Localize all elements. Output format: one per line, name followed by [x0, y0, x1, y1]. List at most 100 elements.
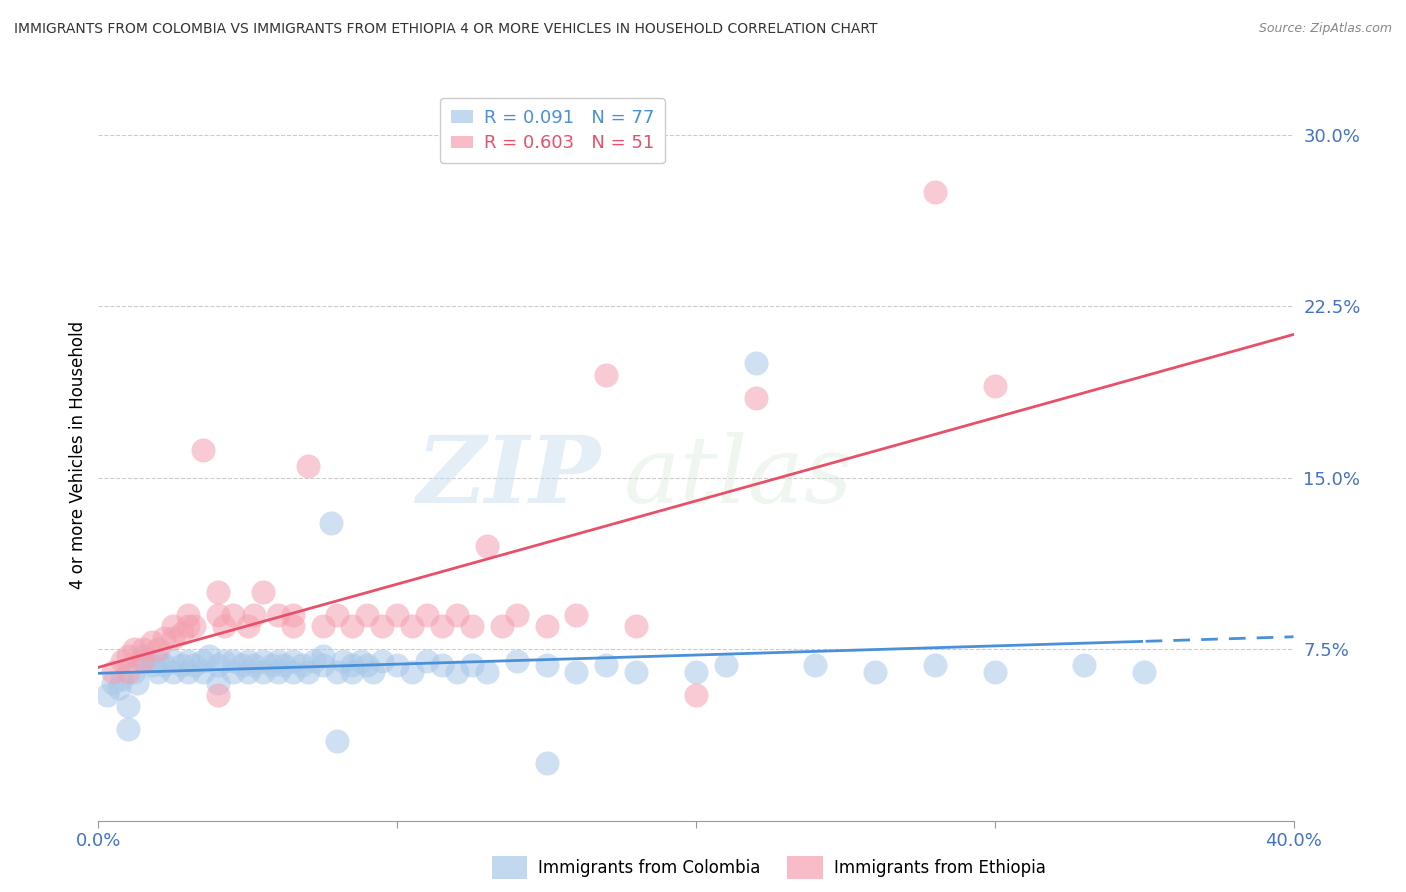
Point — [342, 665, 364, 679]
Point — [745, 356, 768, 371]
Point — [207, 676, 229, 690]
Point — [536, 619, 558, 633]
Point — [1133, 665, 1156, 679]
Text: Immigrants from Ethiopia: Immigrants from Ethiopia — [834, 859, 1046, 877]
Point — [177, 665, 200, 679]
Point — [111, 672, 134, 686]
Point — [385, 607, 409, 622]
Point — [222, 654, 245, 668]
Point — [342, 658, 364, 673]
Point — [446, 607, 468, 622]
Point — [141, 658, 163, 673]
Point — [685, 688, 707, 702]
Point — [236, 654, 259, 668]
Point — [117, 665, 139, 679]
Point — [506, 607, 529, 622]
Point — [326, 607, 349, 622]
Point — [804, 658, 827, 673]
Point — [267, 665, 290, 679]
Point — [281, 619, 304, 633]
Point — [191, 443, 214, 458]
Point — [401, 665, 423, 679]
Point — [430, 619, 453, 633]
Point — [117, 649, 139, 664]
Point — [207, 658, 229, 673]
Point — [326, 733, 349, 747]
Point — [401, 619, 423, 633]
Point — [103, 676, 125, 690]
Point — [260, 658, 283, 673]
Y-axis label: 4 or more Vehicles in Household: 4 or more Vehicles in Household — [69, 321, 87, 589]
Point — [536, 756, 558, 771]
Point — [624, 619, 647, 633]
Point — [273, 658, 295, 673]
Point — [446, 665, 468, 679]
Point — [127, 676, 149, 690]
Point — [475, 539, 498, 553]
Point — [153, 631, 176, 645]
Point — [281, 607, 304, 622]
Point — [162, 665, 184, 679]
Point — [290, 658, 312, 673]
Point — [506, 654, 529, 668]
Point — [252, 585, 274, 599]
Point — [983, 665, 1005, 679]
Point — [191, 665, 214, 679]
Point — [745, 391, 768, 405]
Point — [207, 585, 229, 599]
Point — [207, 688, 229, 702]
Point — [252, 665, 274, 679]
Point — [198, 649, 221, 664]
Point — [212, 619, 235, 633]
Point — [183, 619, 205, 633]
Point — [212, 654, 235, 668]
Point — [430, 658, 453, 673]
Point — [371, 619, 394, 633]
Point — [111, 654, 134, 668]
Point — [461, 658, 484, 673]
Point — [475, 665, 498, 679]
Point — [595, 368, 617, 382]
Point — [243, 658, 266, 673]
Point — [321, 516, 343, 531]
Point — [356, 658, 378, 673]
Text: IMMIGRANTS FROM COLOMBIA VS IMMIGRANTS FROM ETHIOPIA 4 OR MORE VEHICLES IN HOUSE: IMMIGRANTS FROM COLOMBIA VS IMMIGRANTS F… — [14, 22, 877, 37]
Legend: R = 0.091   N = 77, R = 0.603   N = 51: R = 0.091 N = 77, R = 0.603 N = 51 — [440, 98, 665, 163]
Point — [177, 654, 200, 668]
Point — [243, 607, 266, 622]
Point — [141, 635, 163, 649]
Point — [267, 607, 290, 622]
Point — [124, 665, 146, 679]
Point — [565, 607, 588, 622]
Point — [536, 658, 558, 673]
Point — [153, 658, 176, 673]
Point — [132, 649, 155, 664]
Point — [148, 665, 170, 679]
Point — [103, 665, 125, 679]
Point — [363, 665, 385, 679]
Point — [252, 654, 274, 668]
Text: Source: ZipAtlas.com: Source: ZipAtlas.com — [1258, 22, 1392, 36]
Point — [342, 619, 364, 633]
Point — [162, 631, 184, 645]
Point — [297, 459, 319, 474]
Point — [924, 658, 946, 673]
Point — [297, 665, 319, 679]
Point — [267, 654, 290, 668]
Point — [236, 619, 259, 633]
Point — [983, 379, 1005, 393]
Point — [350, 654, 373, 668]
Point — [148, 654, 170, 668]
Point — [491, 619, 513, 633]
Point — [117, 723, 139, 737]
Point — [231, 658, 253, 673]
Point — [302, 654, 325, 668]
Point — [311, 649, 333, 664]
Point — [132, 654, 155, 668]
Point — [172, 626, 194, 640]
Point — [207, 607, 229, 622]
Point — [177, 607, 200, 622]
Point — [124, 642, 146, 657]
Point — [311, 619, 333, 633]
Point — [281, 665, 304, 679]
